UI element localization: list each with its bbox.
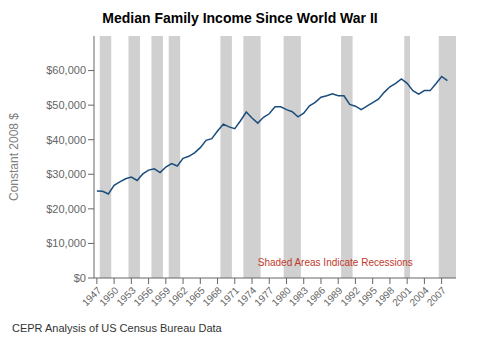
svg-text:1992: 1992	[338, 284, 362, 309]
svg-text:Constant 2008 $: Constant 2008 $	[8, 113, 21, 201]
svg-text:1980: 1980	[269, 284, 293, 309]
svg-text:1950: 1950	[97, 284, 121, 309]
html-text:Median Family Income Since Wor: Median Family Income Since World War II	[102, 10, 378, 26]
svg-text:$0: $0	[74, 272, 86, 284]
svg-text:$10,000: $10,000	[46, 237, 86, 249]
html-text:CEPR Analysis of US Census Bur: CEPR Analysis of US Census Bureau Data	[12, 322, 222, 334]
svg-text:2007: 2007	[425, 284, 449, 308]
svg-text:1956: 1956	[131, 284, 155, 309]
svg-text:1974: 1974	[234, 284, 259, 309]
svg-text:1989: 1989	[321, 284, 345, 309]
svg-text:1953: 1953	[114, 284, 138, 309]
svg-text:$60,000: $60,000	[46, 64, 86, 76]
svg-text:$40,000: $40,000	[46, 134, 86, 146]
svg-text:1977: 1977	[252, 284, 276, 309]
svg-text:Shaded Areas Indicate Recessio: Shaded Areas Indicate Recessions	[258, 257, 413, 268]
svg-text:$50,000: $50,000	[46, 99, 86, 111]
svg-text:$20,000: $20,000	[46, 203, 86, 215]
svg-text:1971: 1971	[217, 284, 242, 309]
svg-text:2004: 2004	[407, 284, 431, 309]
svg-text:1983: 1983	[286, 284, 311, 309]
svg-text:1968: 1968	[200, 284, 224, 309]
svg-text:1965: 1965	[183, 284, 207, 309]
svg-text:2001: 2001	[390, 284, 414, 309]
svg-text:1986: 1986	[303, 284, 328, 309]
svg-text:1947: 1947	[79, 284, 104, 309]
svg-text:1959: 1959	[148, 284, 173, 309]
svg-text:1995: 1995	[355, 284, 380, 309]
svg-text:1962: 1962	[166, 284, 190, 309]
svg-text:$30,000: $30,000	[46, 168, 86, 180]
svg-text:1998: 1998	[372, 284, 397, 309]
